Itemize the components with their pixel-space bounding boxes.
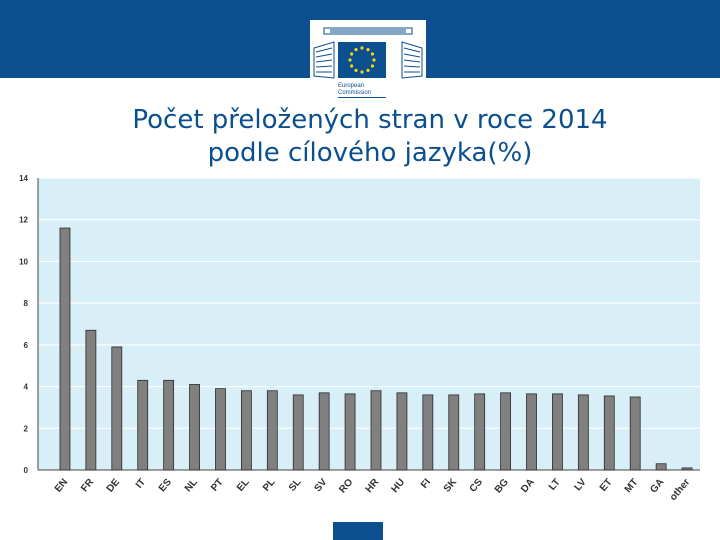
eu-star-icon (350, 64, 354, 68)
chart-title-line2: podle cílového jazyka(%) (207, 138, 533, 168)
x-tick-label: EN (53, 477, 70, 495)
x-tick-label: GA (648, 477, 666, 496)
x-tick-label: PT (209, 477, 226, 494)
bar-cs (474, 393, 486, 471)
x-tick-label: DE (105, 477, 123, 495)
eu-star-icon (354, 48, 358, 52)
eu-star-icon (370, 52, 374, 56)
bar-da (526, 393, 537, 471)
chart-title-line1: Počet přeložených stran v roce 2014 (132, 105, 608, 135)
eu-star-icon (372, 58, 376, 62)
bar-fr (85, 329, 97, 471)
bar-et (603, 395, 615, 471)
x-tick-label: ET (598, 477, 615, 494)
x-tick-label: DA (519, 477, 537, 495)
bar-pt (215, 388, 226, 471)
y-tick-label: 6 (24, 341, 29, 350)
bar-chart-svg: 0 2 4 6 8 10 12 14 EN FR DE IT ES NL PT EL PL SL SV RO HR HU F… (19, 174, 700, 503)
bar-hu (396, 392, 408, 471)
footer-tab (333, 522, 383, 540)
bar-ga (655, 463, 667, 471)
x-tick-label: CS (468, 477, 486, 495)
eu-star-icon (350, 52, 354, 56)
bar-it (137, 379, 149, 471)
x-tick-label: FR (79, 476, 96, 494)
bar-hr (370, 390, 382, 471)
bar-sv (318, 392, 330, 471)
bar-chart: 0 2 4 6 8 10 12 14 EN FR DE IT ES NL PT EL PL SL SV RO HR HU F… (0, 170, 720, 527)
bar-lt (552, 393, 563, 471)
bar-el (240, 390, 252, 471)
bar-mt (629, 396, 641, 471)
y-tick-label: 12 (19, 216, 28, 225)
bar-fi (422, 394, 434, 471)
x-tick-label: SV (312, 477, 329, 495)
y-tick-label: 8 (24, 299, 29, 308)
logo-building-icon (313, 27, 423, 79)
eu-star-icon (370, 64, 374, 68)
x-tick-label: LT (547, 477, 563, 493)
bar-nl (189, 384, 200, 471)
x-tick-label: HR (364, 476, 382, 495)
plot-area (38, 178, 700, 470)
x-tick-label: FI (419, 477, 433, 491)
bar-pl (266, 390, 278, 471)
x-tick-label: ES (157, 477, 174, 495)
bar-lv (577, 394, 589, 471)
european-commission-logo: European Commission (310, 20, 426, 102)
x-tick-label: LV (572, 477, 588, 494)
x-tick-label: other (668, 477, 693, 503)
x-tick-label: NL (183, 477, 200, 494)
y-tick-label: 10 (19, 257, 28, 266)
y-tick-label: 14 (19, 174, 28, 183)
x-tick-label: SK (442, 476, 460, 494)
x-tick-label: EL (235, 477, 252, 494)
eu-star-icon (348, 58, 352, 62)
y-tick-label: 2 (24, 424, 29, 433)
logo-graphic: European Commission (313, 27, 423, 98)
bar-sk (448, 394, 460, 471)
eu-star-icon (360, 70, 364, 74)
bar-other (681, 467, 693, 471)
x-tick-label: IT (134, 477, 148, 491)
eu-star-icon (366, 68, 370, 72)
x-tick-label: PL (261, 477, 278, 494)
bar-bg (500, 392, 512, 471)
eu-stars-icon (348, 46, 376, 74)
bar-de (111, 346, 123, 471)
y-tick-label: 0 (24, 466, 29, 475)
bar-en (59, 227, 71, 471)
eu-star-icon (354, 68, 358, 72)
x-tick-label: SL (287, 477, 304, 494)
x-tick-label: RO (337, 477, 355, 496)
bar-ro (344, 393, 356, 471)
logo-text-commission: Commission (338, 90, 371, 96)
eu-star-icon (360, 46, 364, 50)
x-tick-label: MT (623, 477, 641, 495)
y-tick-label: 4 (24, 383, 29, 392)
eu-star-icon (366, 48, 370, 52)
x-tick-label: HU (390, 477, 408, 495)
chart-title: Počet přeložených stran v roce 2014 podl… (0, 104, 720, 170)
logo-text-european: European (338, 83, 364, 89)
bar-sl (292, 394, 304, 471)
bar-es (163, 379, 175, 471)
x-tick-label: BG (493, 477, 511, 496)
